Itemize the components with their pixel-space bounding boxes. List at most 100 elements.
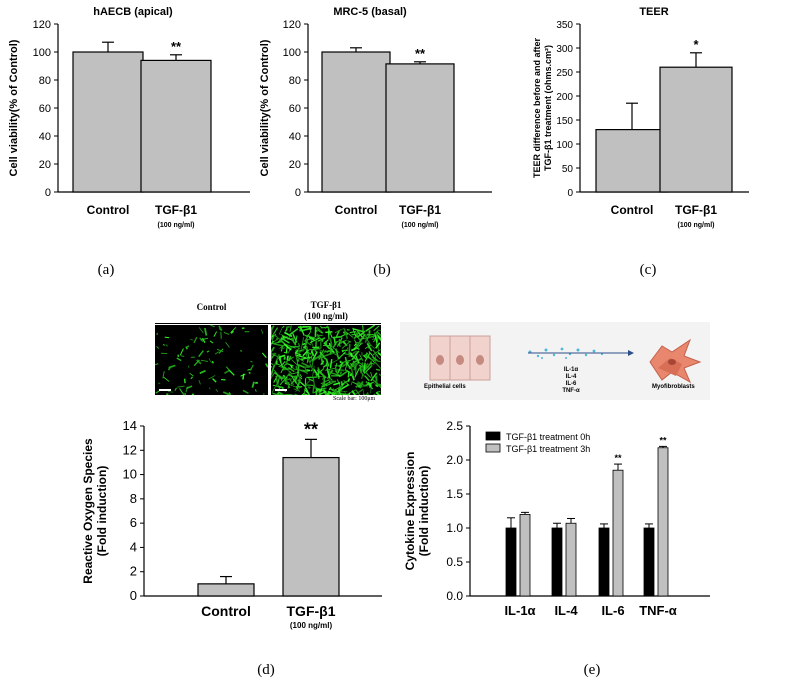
y-tick-label: 40	[39, 131, 51, 143]
bar	[519, 514, 531, 597]
sublabel-e: (e)	[583, 662, 601, 678]
category-label: IL-1α	[504, 603, 535, 618]
y-tick-label: 6	[130, 515, 137, 530]
category-label: TGF-β1	[675, 203, 717, 217]
y-tick-label: 350	[556, 20, 573, 31]
y-tick-label: 200	[556, 92, 573, 103]
category-sublabel: (100 ng/ml)	[290, 621, 333, 630]
sublabel-d: (d)	[257, 662, 275, 678]
chart-a: hAECB (apical) 0 20 40 60 80 100 120 Cell viabil…	[8, 6, 250, 229]
y-tick-label: 50	[562, 164, 574, 175]
epithelial-cells-graphic	[429, 335, 491, 381]
category-sublabel: (100 ng/ml)	[158, 222, 195, 229]
y-tick-label: 8	[130, 491, 137, 506]
significance-label: **	[171, 39, 182, 54]
schematic-cytokine-list: IL-1α IL-4 IL-6 TNF-α	[556, 367, 586, 395]
bar	[551, 527, 563, 597]
chart-panel-a: hAECB (apical) 0 20 40 60 80 100 120 Cell viabil…	[0, 0, 262, 240]
significance-label: *	[693, 37, 699, 52]
scale-bar	[159, 389, 171, 391]
chart-e: 0.0 0.5 1.0 1.5 2.0 2.5 Cytokine Expression (Fo…	[403, 419, 710, 618]
y-tick-label: 2.0	[446, 453, 463, 467]
bar	[565, 522, 577, 597]
bar	[140, 59, 212, 193]
category-sublabel: (100 ng/ml)	[402, 222, 439, 229]
micro-label-tgf: TGF-β1 (100 ng/ml)	[271, 300, 381, 322]
schematic-svg	[429, 335, 702, 384]
sublabel-b: (b)	[373, 262, 391, 278]
micro-divider	[155, 323, 381, 324]
y-tick-label: 4	[130, 539, 137, 554]
y-tick-label: 0	[45, 187, 51, 199]
bar	[595, 129, 669, 193]
schematic-label-epithelial: Epithelial cells	[424, 384, 466, 390]
y-tick-label: 40	[289, 131, 301, 143]
significance-label: **	[614, 453, 622, 463]
y-axis-label: Cell viability(% of Control)	[8, 39, 20, 176]
y-tick-label: 2.5	[446, 419, 463, 433]
scale-bar	[275, 389, 287, 391]
legend-swatch	[485, 431, 501, 441]
y-tick-label: 1.5	[446, 487, 463, 501]
y-axis-label: Reactive Oxygen Species	[81, 438, 95, 584]
y-tick-label: 0	[130, 588, 137, 603]
micro-label-control: Control	[196, 302, 227, 312]
sublabel-a: (a)	[97, 262, 115, 278]
chart-d: 0 2 4 6 8 10 12 14 Reactive Oxygen Species (Fold …	[81, 418, 382, 630]
bar	[197, 583, 255, 597]
micro-label-tgf-line2: (100 ng/ml)	[304, 311, 348, 321]
y-tick-label: 12	[123, 442, 137, 457]
category-label: TGF-β1	[155, 203, 197, 217]
category-sublabel: (100 ng/ml)	[678, 222, 715, 229]
significance-label: **	[659, 435, 667, 445]
legend-label: TGF-β1 treatment 3h	[506, 444, 590, 454]
bar	[659, 66, 733, 193]
schematic-cytokine-4: TNF-α	[562, 388, 580, 394]
y-tick-label: 0	[295, 187, 301, 199]
y-tick-label: 1.0	[446, 521, 463, 535]
y-tick-label: 60	[289, 103, 301, 115]
significance-label: **	[415, 46, 426, 61]
schematic-diagram: Epithelial cells IL-1α IL-4 IL-6 TNF-α M…	[400, 322, 710, 400]
category-label: Control	[611, 203, 654, 217]
bar	[385, 63, 455, 193]
legend-label: TGF-β1 treatment 0h	[506, 432, 590, 442]
category-label: Control	[335, 203, 378, 217]
arrow-head-icon	[628, 350, 634, 356]
schematic-label-myofibroblasts: Myofibroblasts	[652, 384, 695, 390]
schematic-cytokine-3: IL-6	[565, 381, 577, 387]
y-tick-label: 0.0	[446, 589, 463, 603]
y-axis-label: TEER difference before and after	[532, 37, 542, 178]
chart-panel-b: MRC-5 (basal) 0 20 40 60 80 100 120 Cell viabili…	[259, 0, 524, 240]
y-tick-label: 150	[556, 116, 573, 127]
bar	[612, 469, 624, 597]
y-axis-label: Cell viability(% of Control)	[259, 39, 271, 176]
micrograph-control	[155, 325, 268, 395]
category-label: Control	[87, 203, 130, 217]
category-label: IL-4	[554, 603, 578, 618]
chart-title: hAECB (apical)	[93, 6, 173, 18]
micro-label-tgf-line1: TGF-β1	[310, 300, 342, 310]
cytokine-dots	[528, 347, 604, 359]
significance-label: **	[304, 419, 318, 439]
y-tick-label: 80	[39, 75, 51, 87]
y-tick-label: 60	[39, 103, 51, 115]
y-tick-label: 14	[123, 418, 137, 433]
bar	[282, 456, 340, 597]
chart-title: MRC-5 (basal)	[333, 6, 407, 18]
y-tick-label: 20	[289, 159, 301, 171]
category-label: Control	[201, 603, 251, 619]
scale-bar-label: Scale bar: 100μm	[333, 396, 376, 402]
y-tick-label: 300	[556, 44, 573, 55]
chart-title: TEER	[639, 6, 668, 18]
y-tick-label: 100	[283, 47, 301, 59]
category-label: TGF-β1	[287, 603, 336, 619]
chart-panel-d: 0 2 4 6 8 10 12 14 Reactive Oxygen Species (Fold …	[0, 410, 400, 630]
chart-c: TEER 0 50 100 150 200 250 300 350 TEER difference…	[532, 6, 749, 229]
y-tick-label: 20	[39, 159, 51, 171]
y-tick-label: 0.5	[446, 555, 463, 569]
y-axis-label: Cytokine Expression	[403, 452, 417, 571]
schematic-cytokine-2: IL-4	[565, 374, 577, 380]
y-axis-label: (Fold induction)	[95, 466, 109, 557]
legend-swatch	[485, 443, 501, 453]
